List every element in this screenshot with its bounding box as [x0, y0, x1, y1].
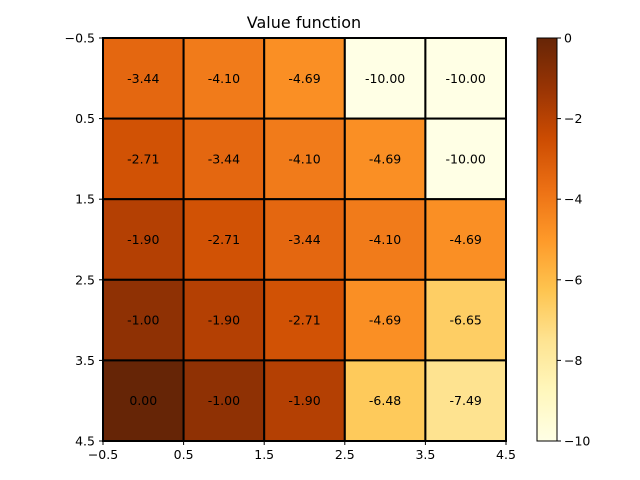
- heatmap-cell: [102, 359, 185, 442]
- cell-value-label: -4.10: [369, 232, 401, 247]
- cell-value-label: -4.10: [288, 151, 320, 166]
- cell-value-label: -3.44: [127, 71, 159, 86]
- x-tick-label: 4.5: [496, 447, 516, 462]
- cell-value-label: -3.44: [208, 151, 240, 166]
- cell-value-label: -2.71: [127, 151, 159, 166]
- cell-value-label: -10.00: [446, 71, 486, 86]
- cell-value-label: -1.00: [127, 313, 159, 328]
- cell-value-label: -7.49: [450, 393, 482, 408]
- cell-value-label: -1.90: [127, 232, 159, 247]
- chart-title: Value function: [247, 13, 361, 32]
- cell-value-label: -10.00: [446, 151, 486, 166]
- y-tick-label: 3.5: [75, 353, 95, 368]
- cell-value-label: -4.69: [369, 151, 401, 166]
- cell-value-label: -6.65: [450, 313, 482, 328]
- heatmap-cell: [424, 117, 507, 201]
- cell-value-label: -2.71: [288, 313, 320, 328]
- x-tick-label: 0.5: [174, 447, 194, 462]
- y-axis: −0.5 0.5 1.5 2.5 3.5 4.5: [65, 31, 103, 449]
- cell-value-label: -4.69: [369, 313, 401, 328]
- heatmap-cell: [263, 117, 346, 201]
- heatmap-cell: [424, 278, 507, 362]
- y-tick-label: 0.5: [75, 111, 95, 126]
- x-axis: −0.5 0.5 1.5 2.5 3.5 4.5: [88, 441, 516, 462]
- colorbar-tick-label: −4: [564, 192, 582, 207]
- x-tick-label: 2.5: [335, 447, 355, 462]
- colorbar: 0 −2 −4 −6 −8 −10: [536, 31, 590, 449]
- cell-value-label: -4.69: [450, 232, 482, 247]
- y-tick-label: 2.5: [75, 272, 95, 287]
- heatmap-cell: [182, 198, 266, 281]
- heatmap-cell: [182, 359, 266, 442]
- heatmap-cell: [182, 37, 266, 120]
- cell-value-label: -1.90: [208, 313, 240, 328]
- colorbar-tick-label: −6: [564, 272, 582, 287]
- cell-value-label: -6.48: [369, 393, 401, 408]
- y-tick-label: −0.5: [65, 31, 95, 46]
- heatmap-cell: [182, 278, 266, 362]
- heatmap-cell: [343, 198, 427, 281]
- cell-value-label: -3.44: [288, 232, 320, 247]
- heatmap-cell: [343, 278, 427, 362]
- heatmap-cell: [263, 359, 346, 442]
- y-tick-label: 4.5: [75, 434, 95, 449]
- cell-value-label: -1.90: [288, 393, 320, 408]
- cell-value-label: -10.00: [365, 71, 405, 86]
- x-tick-label: 3.5: [415, 447, 435, 462]
- y-tick-label: 1.5: [75, 192, 95, 207]
- plot-frame: [102, 37, 507, 442]
- heatmap-cell: [263, 278, 346, 362]
- cell-value-label: -4.69: [288, 71, 320, 86]
- x-tick-label: −0.5: [88, 447, 118, 462]
- colorbar-tick-label: −2: [564, 111, 582, 126]
- cell-value-label: 0.00: [129, 393, 157, 408]
- x-tick-label: 1.5: [254, 447, 274, 462]
- heatmap-cells: -3.44 -4.10 -4.69 -10.00 -10.00 -2.71 -3.44 -4.…: [102, 37, 507, 442]
- cell-value-label: -2.71: [208, 232, 240, 247]
- cell-value-label: -4.10: [208, 71, 240, 86]
- colorbar-tick-label: −10: [564, 434, 590, 449]
- cell-value-label: -1.00: [208, 393, 240, 408]
- colorbar-gradient: [536, 37, 558, 442]
- colorbar-tick-label: −8: [564, 353, 582, 368]
- colorbar-tick-label: 0: [564, 31, 572, 46]
